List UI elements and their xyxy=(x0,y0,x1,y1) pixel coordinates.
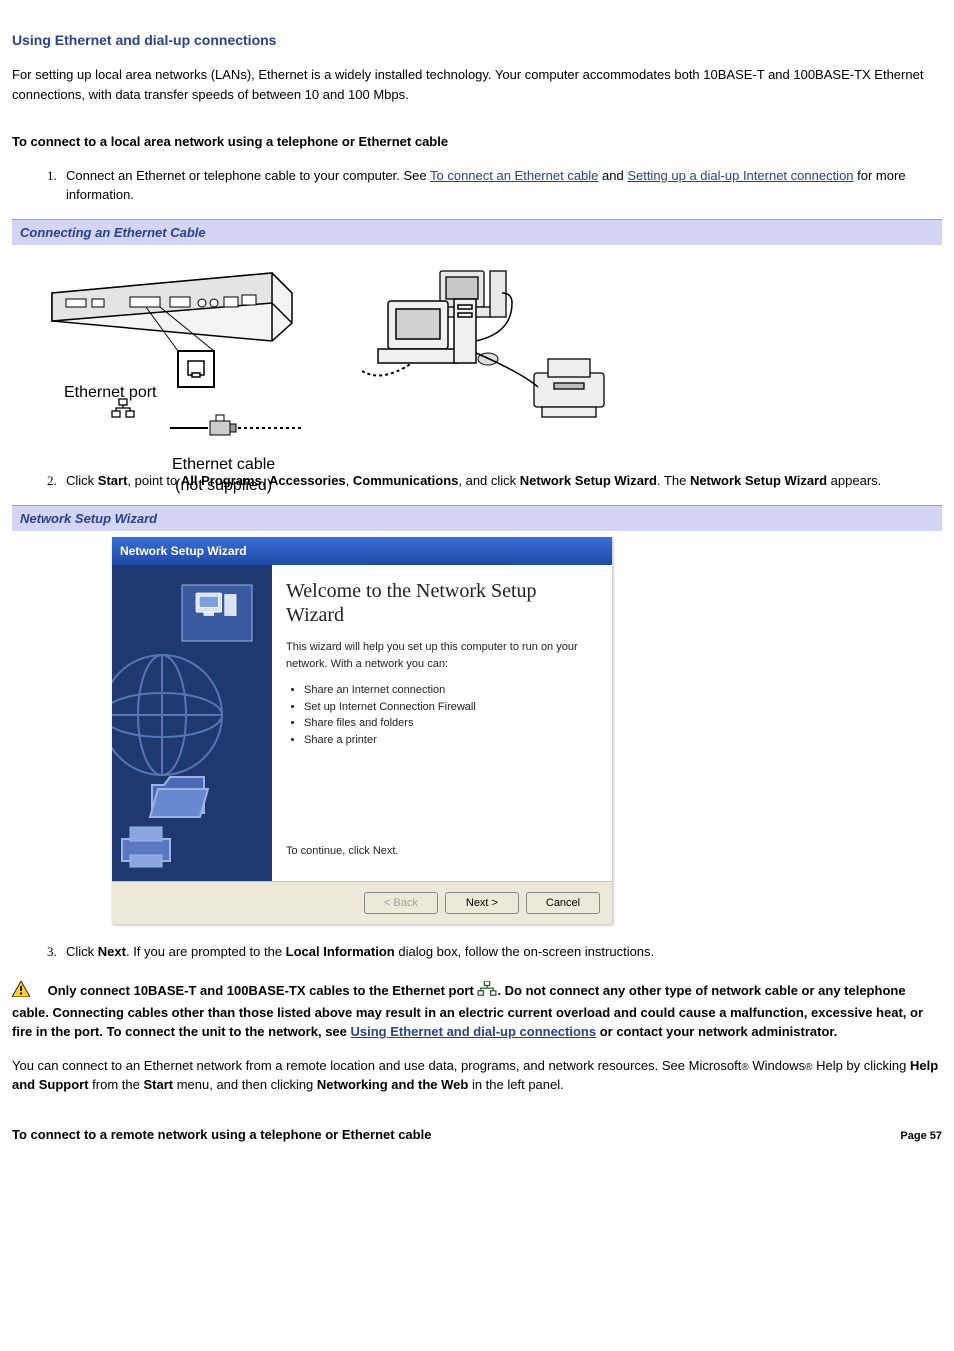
ethernet-port-label: Ethernet port xyxy=(64,381,157,405)
wizard-bullet: Share an Internet connection xyxy=(304,682,594,699)
step-1: Connect an Ethernet or telephone cable t… xyxy=(60,166,942,205)
wizard-sidebar-graphic xyxy=(112,565,272,881)
banner-network-wizard: Network Setup Wizard xyxy=(12,505,942,532)
wizard-bullets: Share an Internet connection Set up Inte… xyxy=(286,682,594,748)
subheading-local-network: To connect to a local area network using… xyxy=(12,132,942,152)
intro-paragraph: For setting up local area networks (LANs… xyxy=(12,65,942,104)
wizard-titlebar: Network Setup Wizard xyxy=(112,537,612,565)
wizard-back-button[interactable]: < Back xyxy=(364,892,438,914)
subheading-remote-network: To connect to a remote network using a t… xyxy=(12,1125,431,1145)
link-connect-ethernet[interactable]: To connect an Ethernet cable xyxy=(430,168,598,183)
warning-block: Only connect 10BASE-T and 100BASE-TX cab… xyxy=(12,981,942,1042)
step-3: Click Next. If you are prompted to the L… xyxy=(60,942,942,962)
wizard-bullet: Set up Internet Connection Firewall xyxy=(304,699,594,716)
wizard-welcome-heading: Welcome to the Network Setup Wizard xyxy=(286,579,594,627)
page-number: Page 57 xyxy=(900,1128,942,1145)
wizard-continue-text: To continue, click Next. xyxy=(286,843,594,860)
wizard-next-button[interactable]: Next > xyxy=(445,892,519,914)
remote-paragraph: You can connect to an Ethernet network f… xyxy=(12,1056,942,1095)
ethernet-port-icon xyxy=(477,981,497,1003)
link-using-ethernet[interactable]: Using Ethernet and dial-up connections xyxy=(351,1024,597,1039)
banner-connecting-cable: Connecting an Ethernet Cable xyxy=(12,219,942,246)
link-dialup-setup[interactable]: Setting up a dial-up Internet connection xyxy=(627,168,853,183)
wizard-bullet: Share a printer xyxy=(304,732,594,749)
page-heading: Using Ethernet and dial-up connections xyxy=(12,30,942,51)
step1-text-pre: Connect an Ethernet or telephone cable t… xyxy=(66,168,430,183)
network-setup-wizard-screenshot: Network Setup Wizard xyxy=(112,537,612,924)
ethernet-cable-label: Ethernet cable (not supplied) xyxy=(172,455,275,497)
network-devices-svg xyxy=(362,263,632,433)
wizard-bullet: Share files and folders xyxy=(304,715,594,732)
figure-ethernet-cable: Ethernet port Ethernet cable (not suppli… xyxy=(12,245,942,471)
wizard-description: This wizard will help you set up this co… xyxy=(286,639,594,672)
warning-icon xyxy=(12,981,30,1003)
wizard-cancel-button[interactable]: Cancel xyxy=(526,892,600,914)
step1-text-mid: and xyxy=(598,168,627,183)
laptop-diagram-svg xyxy=(42,263,302,453)
